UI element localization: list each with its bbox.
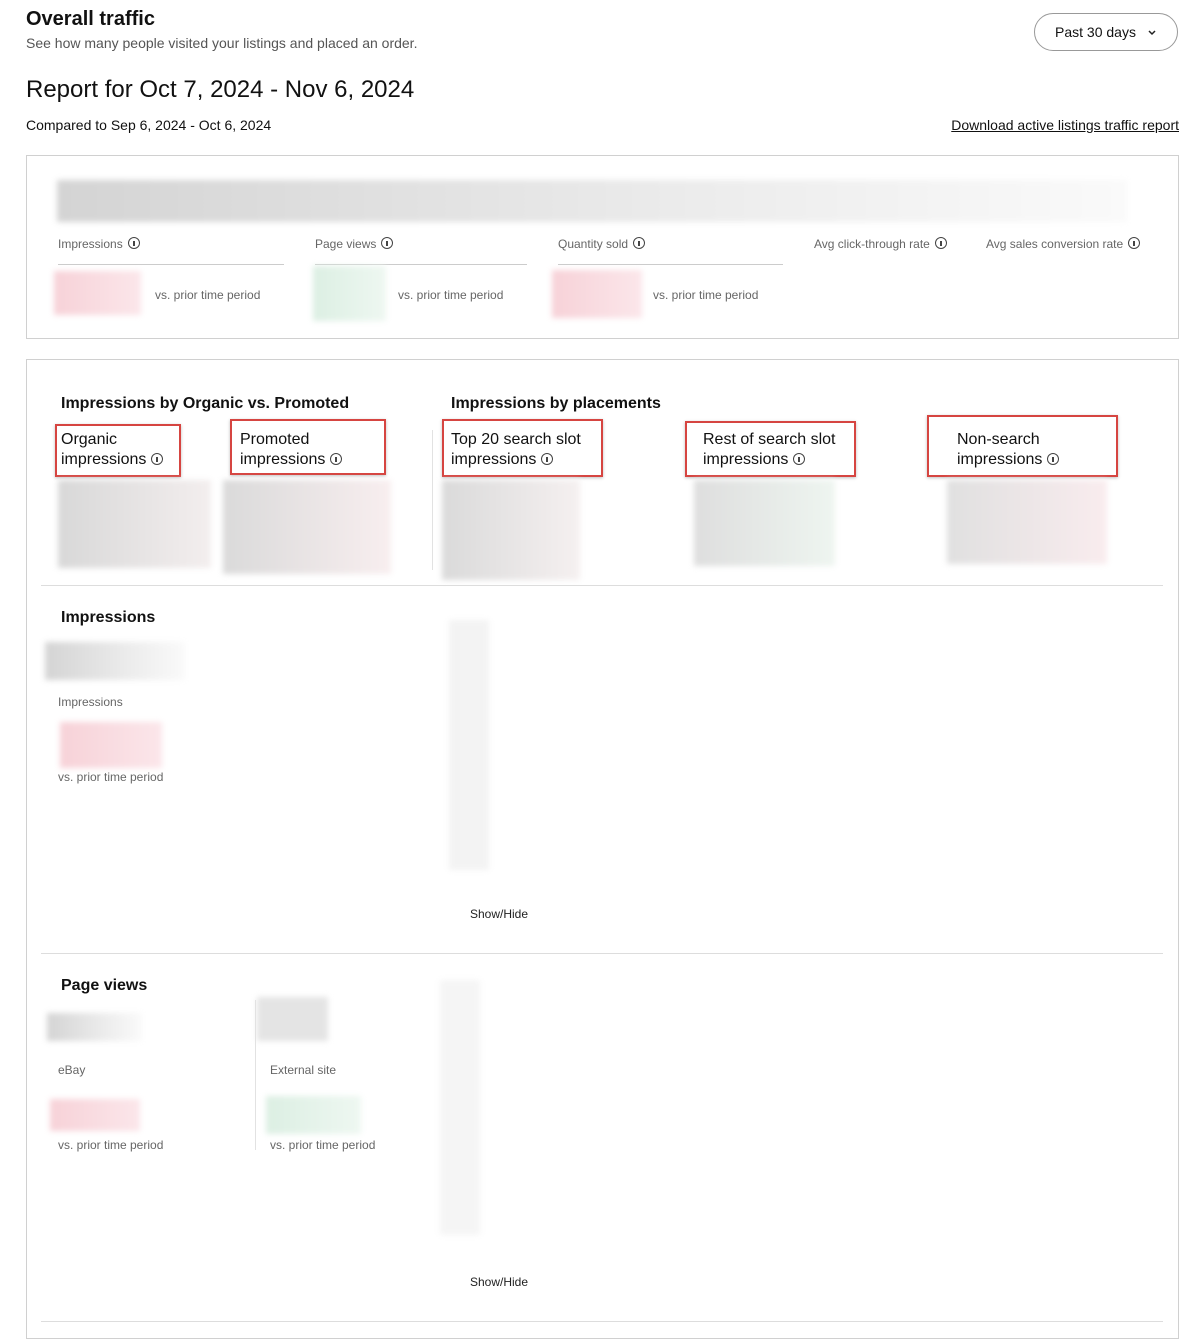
show-hide-label[interactable]: Show/Hide xyxy=(470,1275,529,1289)
metric-label: Quantity sold xyxy=(558,237,646,251)
comparison-label: vs. prior time period xyxy=(653,288,759,302)
highlight-box xyxy=(442,419,603,477)
comparison-label: vs. prior time period xyxy=(58,770,164,784)
highlight-box xyxy=(230,419,386,475)
comparison-label: vs. prior time period xyxy=(270,1138,376,1152)
blurred-values xyxy=(947,480,1107,564)
chevron-icon: Oct 7Oct 10Oct 13Oct 16Oct 19Oct 22Oct 2… xyxy=(1148,30,1156,36)
metric-label: Page views xyxy=(315,237,394,251)
blurred-change xyxy=(313,266,386,321)
info-icon[interactable] xyxy=(381,237,394,249)
blurred-change xyxy=(60,722,162,768)
comparison-label: vs. prior time period xyxy=(155,288,261,302)
breakdown-item: Organic impressions xyxy=(61,430,171,470)
metric-text: Avg click-through rate xyxy=(814,237,930,251)
blurred-change xyxy=(50,1099,140,1131)
comparison-label: vs. prior time period xyxy=(58,1138,164,1152)
panel-title: Impressions xyxy=(61,609,156,626)
section-title: Impressions by placements xyxy=(451,395,661,412)
info-icon[interactable] xyxy=(633,237,646,249)
metric-label: Impressions xyxy=(58,695,123,709)
underline xyxy=(58,264,284,265)
divider xyxy=(41,953,1163,954)
item-text: Non-search impressions xyxy=(957,431,1043,468)
blurred-values xyxy=(57,180,1127,222)
item-text: Top 20 search slot impressions xyxy=(451,431,581,468)
metric-label: eBay xyxy=(58,1063,86,1077)
report-title: Report for Oct 7, 2024 - Nov 6, 2024 xyxy=(26,76,415,103)
breakdown-item: Promoted impressions xyxy=(240,430,350,470)
blurred-values xyxy=(442,480,580,580)
divider xyxy=(41,1321,1163,1322)
breakdown-item: Top 20 search slot impressions xyxy=(451,430,601,470)
period-button[interactable]: Past 30 days Oct 7Oct 10Oct 13Oct 16Oct … xyxy=(1034,13,1178,51)
metric-text: Avg sales conversion rate xyxy=(986,237,1124,251)
item-text: Rest of search slot impressions xyxy=(703,431,836,468)
metric-label: Impressions xyxy=(58,237,140,251)
section-title: Impressions by Organic vs. Promoted xyxy=(61,395,350,412)
blurred-change xyxy=(266,1096,361,1134)
blurred-value xyxy=(45,642,185,680)
breakdown-item: Rest of search slot impressions xyxy=(703,430,853,470)
blurred-values xyxy=(58,480,211,568)
blurred-axis xyxy=(449,620,489,870)
blurred-values xyxy=(694,480,835,566)
breakdown-item: Non-search impressions xyxy=(957,430,1067,470)
separator xyxy=(432,430,433,570)
info-icon[interactable] xyxy=(151,453,164,465)
highlight-box xyxy=(55,424,181,477)
info-icon[interactable] xyxy=(541,453,554,465)
metric-text: Impressions xyxy=(58,237,123,251)
metric-label: Avg click-through rate xyxy=(814,237,947,251)
comparison-label: vs. prior time period xyxy=(398,288,504,302)
page-subtitle: See how many people visited your listing… xyxy=(26,35,418,51)
download-link[interactable]: Download active listings traffic report xyxy=(951,117,1179,133)
blurred-values xyxy=(223,480,391,574)
item-text: Promoted impressions xyxy=(240,431,326,468)
blurred-value xyxy=(47,1013,142,1041)
divider xyxy=(41,585,1163,586)
info-icon[interactable] xyxy=(793,453,806,465)
blurred-change xyxy=(54,271,141,315)
show-hide-label[interactable]: Show/Hide xyxy=(470,907,529,921)
info-icon[interactable] xyxy=(127,237,140,249)
info-icon[interactable] xyxy=(1047,453,1060,465)
panel-title: Page views xyxy=(61,977,148,994)
highlight-box xyxy=(685,421,856,477)
separator xyxy=(255,1000,256,1150)
metric-text: Quantity sold xyxy=(558,237,629,251)
info-icon[interactable] xyxy=(934,237,947,249)
summary-card xyxy=(26,155,1179,339)
info-icon[interactable] xyxy=(1128,237,1141,249)
metric-label: External site xyxy=(270,1063,337,1077)
underline xyxy=(558,264,783,265)
blurred-value xyxy=(257,997,328,1041)
highlight-box xyxy=(927,415,1118,477)
blurred-axis xyxy=(440,980,480,1235)
period-button-label[interactable]: Past 30 days xyxy=(1055,24,1136,40)
blurred-change xyxy=(552,270,642,318)
metric-label: Avg sales conversion rate xyxy=(986,237,1141,251)
info-icon[interactable] xyxy=(330,453,343,465)
item-text: Organic impressions xyxy=(61,431,147,468)
metric-text: Page views xyxy=(315,237,377,251)
page-title: Overall traffic xyxy=(26,8,155,30)
underline xyxy=(315,264,527,265)
compared-text: Compared to Sep 6, 2024 - Oct 6, 2024 xyxy=(26,117,272,133)
